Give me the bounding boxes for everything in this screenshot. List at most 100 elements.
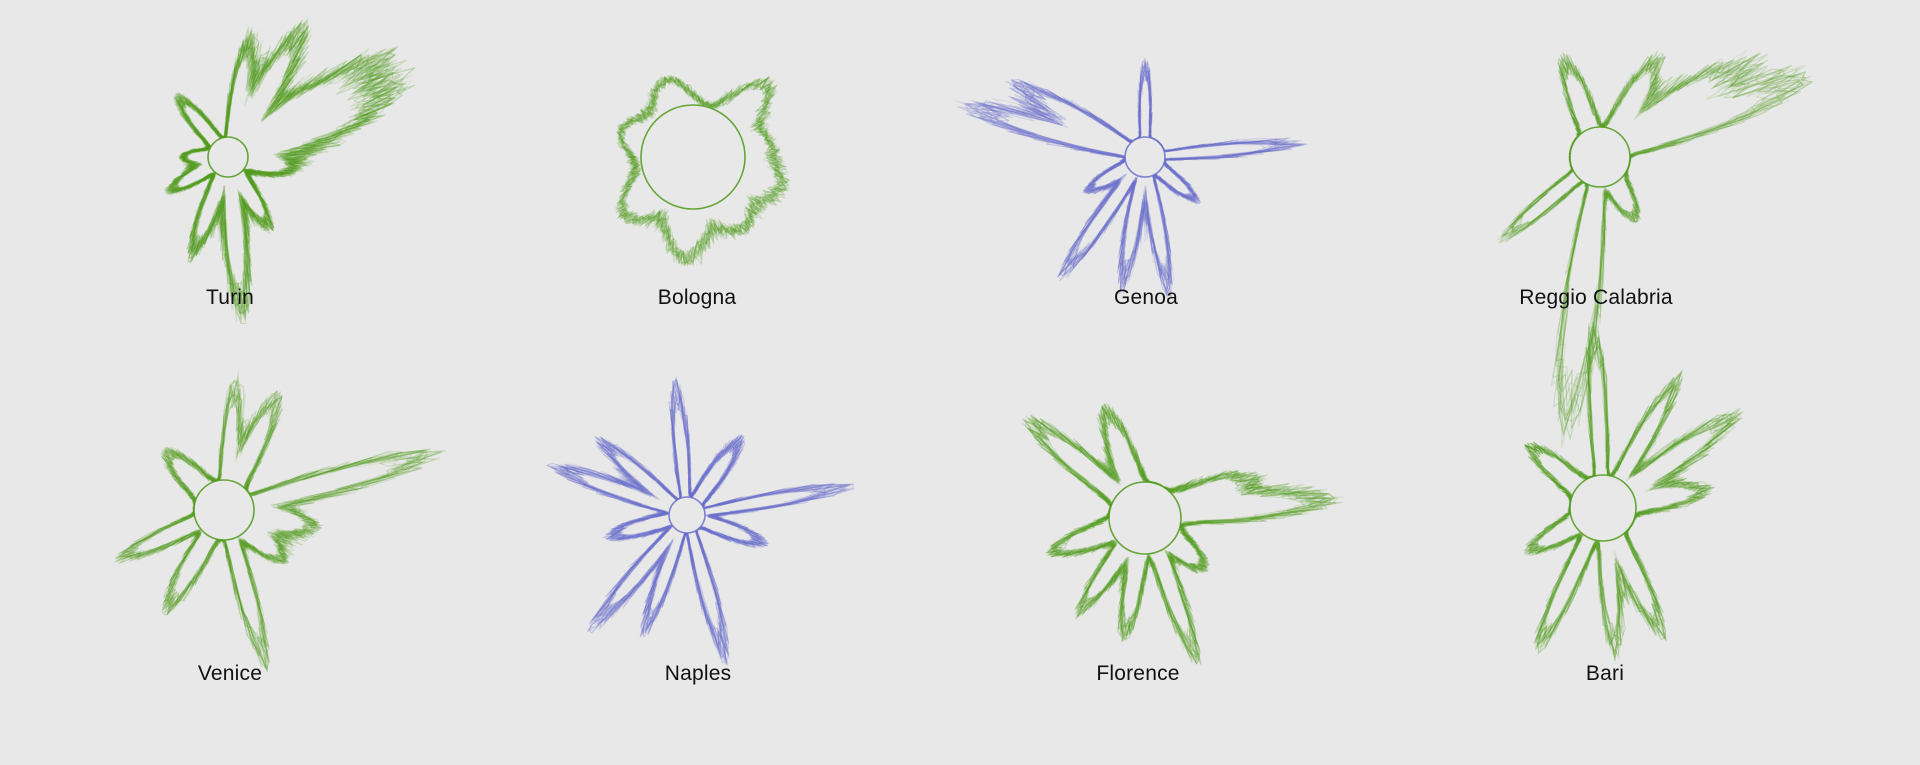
star-trace-line [1033, 411, 1328, 659]
city-label-genoa: Genoa [1113, 286, 1179, 309]
star-trace-line [616, 75, 789, 265]
star-trace-line [1022, 403, 1329, 658]
star-trace-line [120, 379, 436, 664]
star-trace-line [122, 391, 422, 670]
star-trace-line [1524, 323, 1743, 654]
star-trace-line [615, 77, 789, 267]
star-trace-line [1502, 57, 1815, 427]
star-trace-line [119, 381, 441, 654]
star-trace-line [616, 76, 792, 265]
star-trace-line [615, 75, 786, 267]
star-trace-line [166, 30, 398, 314]
star-trace-line [1503, 56, 1812, 430]
star-trace-line [1524, 339, 1737, 657]
star-trace-line [558, 397, 821, 664]
city-card-bologna: Bologna [480, 0, 960, 382]
star-trace-line [1524, 355, 1732, 654]
star-trace-line [614, 75, 788, 265]
star-trace-line [120, 378, 433, 664]
star-trace-line [545, 387, 822, 665]
star-trace-line [1524, 321, 1741, 662]
star-trace-line [166, 18, 397, 297]
city-card-florence: Florence [960, 383, 1440, 765]
city-label-bari: Bari [1585, 662, 1625, 685]
star-trace-line [1025, 404, 1343, 648]
star-trace-line [1524, 328, 1740, 659]
star-trace-line [167, 23, 397, 293]
star-trace-line [164, 31, 407, 321]
star-trace-line [114, 374, 422, 670]
city-label-florence: Florence [1096, 662, 1180, 685]
star-trace-line [120, 385, 446, 670]
star-hub-circle [207, 136, 249, 178]
star-trace-line [168, 33, 397, 316]
star-trace-line [1024, 403, 1324, 662]
star-trace-line [1035, 409, 1322, 650]
star-trace-line [1523, 341, 1735, 650]
star-trace-line [116, 379, 442, 664]
star-trace-line [166, 23, 398, 313]
star-trace-line [1523, 335, 1734, 657]
star-trace-line [169, 22, 397, 320]
florence-star-glyph [1021, 403, 1345, 666]
star-hub-circle [1569, 126, 1631, 188]
star-trace-line [1527, 331, 1719, 643]
star-trace-line [166, 35, 406, 308]
city-label-turin: Turin [205, 286, 255, 309]
star-trace-line [172, 24, 407, 306]
star-trace-line [166, 26, 416, 315]
star-hub-circle [1108, 481, 1182, 555]
star-trace-line [170, 22, 401, 303]
star-trace-line [618, 77, 786, 262]
star-trace-line [615, 74, 790, 265]
star-trace-line [1031, 405, 1315, 651]
star-trace-line [1038, 406, 1332, 647]
city-card-turin: Turin [0, 0, 480, 382]
star-trace-line [118, 386, 426, 669]
genoa-star-glyph [955, 57, 1308, 300]
star-trace-line [116, 379, 431, 667]
star-trace-line [170, 31, 406, 317]
star-trace-line [124, 386, 432, 654]
star-trace-line [166, 20, 389, 324]
star-trace-line [165, 35, 391, 312]
star-trace-line [1021, 406, 1339, 658]
city-card-venice: Venice [0, 370, 480, 765]
star-trace-line [1027, 413, 1332, 658]
star-trace-line [560, 389, 855, 658]
turin-star-glyph [164, 18, 416, 324]
star-trace-line [164, 25, 404, 304]
star-trace-line [172, 31, 416, 315]
city-label-naples: Naples [664, 662, 732, 685]
star-trace-line [616, 74, 787, 264]
star-trace-line [114, 394, 428, 657]
star-trace-line [1029, 404, 1325, 666]
star-trace-line [168, 21, 396, 309]
star-trace-line [1027, 403, 1345, 662]
star-trace-line [554, 380, 842, 661]
bari-star-glyph [1523, 321, 1745, 662]
star-trace-line [113, 401, 440, 673]
star-trace-line [1526, 328, 1737, 648]
city-card-reggio-calabria: Reggio Calabria [1440, 0, 1920, 448]
star-trace-line [166, 37, 396, 317]
star-trace-line [618, 75, 787, 263]
star-trace-line [1525, 336, 1743, 656]
star-trace-line [169, 26, 412, 320]
star-trace-line [1033, 405, 1335, 665]
star-trace-line [564, 379, 849, 653]
city-label-venice: Venice [197, 662, 263, 685]
star-hub-circle [1569, 474, 1637, 542]
star-trace-line [561, 389, 850, 665]
star-trace-line [1031, 406, 1331, 665]
star-trace-line [123, 370, 428, 669]
star-trace-line [119, 380, 428, 663]
naples-star-glyph [545, 376, 855, 666]
star-hub-circle [640, 104, 746, 210]
star-trace-line [1526, 351, 1739, 661]
star-trace-line [1033, 405, 1322, 663]
star-trace-line [116, 387, 422, 652]
star-trace-line [164, 26, 405, 315]
star-trace-line [616, 77, 784, 261]
star-trace-line [128, 391, 416, 673]
